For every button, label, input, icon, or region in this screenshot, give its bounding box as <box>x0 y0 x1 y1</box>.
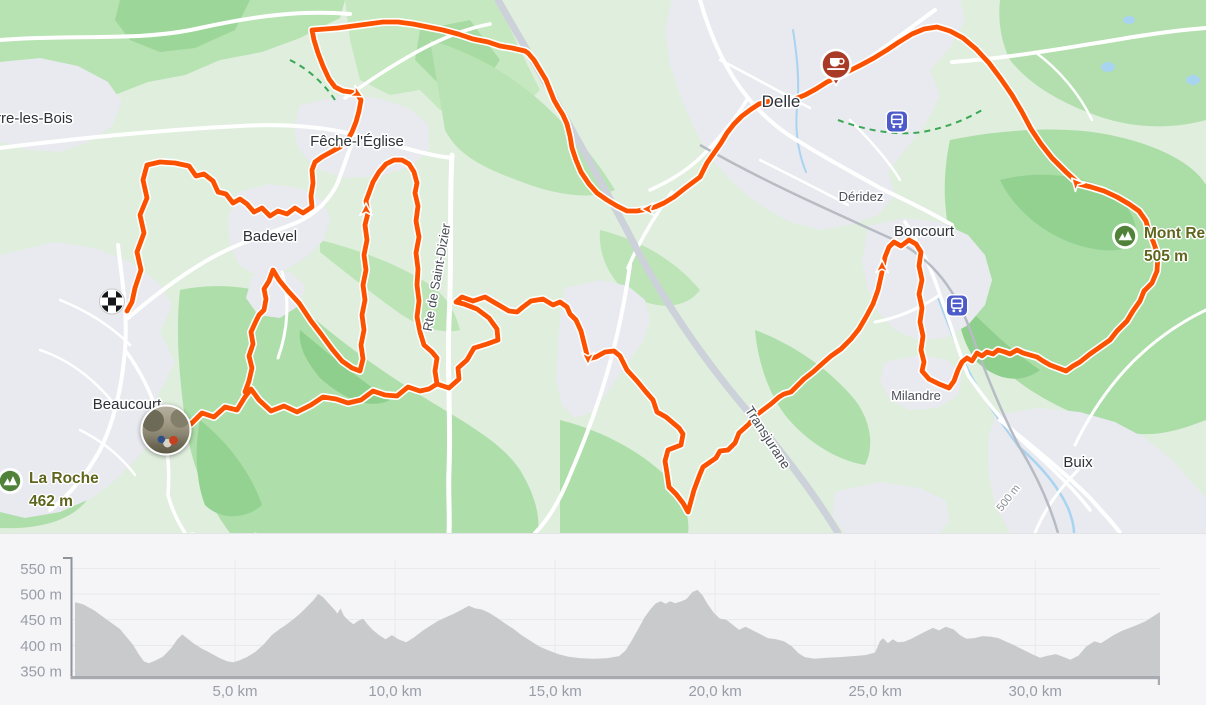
map-label: Buix <box>1063 454 1093 471</box>
gps-route-track <box>123 18 1162 516</box>
train-station-icon <box>885 110 909 138</box>
route-arrow-icon <box>581 351 595 366</box>
train-station-icon <box>945 294 969 322</box>
map-label: Grammont <box>187 531 259 533</box>
route-arrow-icon <box>875 259 889 274</box>
route-map[interactable]: rre-les-Bois Fêche-l'Église Badevel Beaucou… <box>0 0 1206 533</box>
route-arrow-icon <box>348 84 364 98</box>
map-label: Beaucourt <box>93 396 162 413</box>
railway-line <box>699 143 1060 533</box>
y-axis-line <box>70 557 73 677</box>
peak-label-mont-re: Mont Re 505 m <box>1111 222 1205 268</box>
y-axis-tick-label: 350 m <box>20 664 62 681</box>
peak-label-la-roche: La Roche 462 m <box>0 467 99 513</box>
y-axis-tick-label: 500 m <box>20 586 62 603</box>
start-avatar-marker[interactable] <box>140 404 192 456</box>
route-arrow-icon <box>359 202 373 217</box>
route-direction-arrows <box>348 84 1086 366</box>
route-arrow-icon <box>1070 177 1086 193</box>
map-label: Badevel <box>243 228 297 245</box>
peak-elevation: 462 m <box>29 493 73 510</box>
elevation-area <box>75 589 1160 676</box>
cafe-poi-marker[interactable] <box>816 45 856 98</box>
checkered-flag-icon <box>99 288 125 315</box>
y-axis-top-tick <box>63 557 71 559</box>
map-label: Milandre <box>891 388 941 403</box>
x-axis-tick-label: 5,0 km <box>213 683 258 700</box>
hiking-trail-dashed <box>289 59 983 135</box>
route-arrow-icon <box>640 202 655 216</box>
map-label: Boncourt <box>894 223 955 240</box>
x-axis-tick-label: 10,0 km <box>368 683 421 700</box>
map-label: Fêche-l'Église <box>310 133 404 150</box>
mountain-peak-icon <box>0 468 23 494</box>
map-label: Delle <box>762 92 801 111</box>
x-axis-tick-label: 20,0 km <box>688 683 741 700</box>
peak-elevation: 505 m <box>1144 248 1188 265</box>
x-axis-tick-label: 15,0 km <box>528 683 581 700</box>
mountain-peak-icon <box>1112 223 1138 249</box>
elevation-chart[interactable]: 550 m 500 m 450 m 400 m 350 m 5,0 km 10,0 km 15… <box>0 533 1206 705</box>
route-line <box>124 19 1161 515</box>
peak-name: La Roche <box>29 470 99 487</box>
finish-flag-marker <box>98 288 126 321</box>
map-label: Déridez <box>839 189 884 204</box>
x-axis-line <box>70 676 1160 680</box>
x-axis-tick-label: 25,0 km <box>848 683 901 700</box>
peak-name: Mont Re <box>1144 225 1206 242</box>
y-axis-tick-label: 450 m <box>20 612 62 629</box>
map-road-layer <box>0 0 1206 533</box>
x-axis-tick-label: 30,0 km <box>1008 683 1061 700</box>
coffee-cup-icon <box>820 48 852 87</box>
y-axis-tick-label: 550 m <box>20 561 62 578</box>
x-axis-end-tick <box>1157 676 1160 685</box>
map-label: rre-les-Bois <box>0 110 73 127</box>
y-axis-tick-label: 400 m <box>20 638 62 655</box>
route-line <box>242 157 440 395</box>
